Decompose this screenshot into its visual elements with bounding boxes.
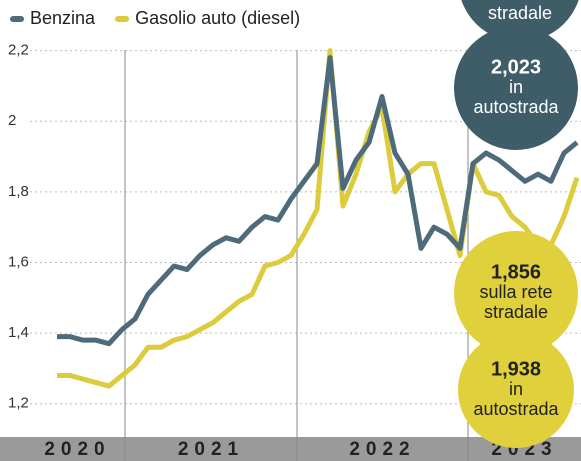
series-line (57, 55, 579, 347)
y-tick-label: 1,2 (8, 395, 29, 412)
y-tick-label: 2,2 (8, 42, 29, 59)
series-line (57, 48, 580, 389)
annotation-circle (454, 26, 578, 150)
annotation-text: autostrada (473, 97, 559, 117)
year-band (0, 437, 581, 461)
legend-swatch (115, 16, 130, 22)
annotation-text: 1,856 (491, 261, 541, 283)
legend-swatch (10, 16, 24, 22)
annotation-text: 2,023 (491, 56, 541, 78)
year-label: 2021 (178, 439, 244, 460)
year-label: 2022 (349, 439, 415, 460)
y-tick-label: 2 (8, 112, 16, 129)
y-tick-label: 1,4 (8, 324, 29, 341)
y-tick-label: 1,6 (8, 253, 29, 270)
annotation-circle (454, 231, 578, 355)
annotation-circle (458, 332, 574, 448)
annotation-text: stradale (484, 302, 548, 322)
annotation-text: 1,938 (491, 358, 541, 380)
annotation-text: in (509, 77, 523, 97)
legend-label: Gasolio auto (diesel) (135, 8, 300, 28)
year-label: 2020 (44, 439, 110, 460)
annotation-text: in (509, 379, 523, 399)
y-tick-label: 1,8 (8, 183, 29, 200)
legend-label: Benzina (30, 8, 96, 28)
annotation-text: autostrada (473, 399, 559, 419)
annotation-text: sulla rete (479, 282, 552, 302)
annotation-text: stradale (488, 3, 552, 23)
